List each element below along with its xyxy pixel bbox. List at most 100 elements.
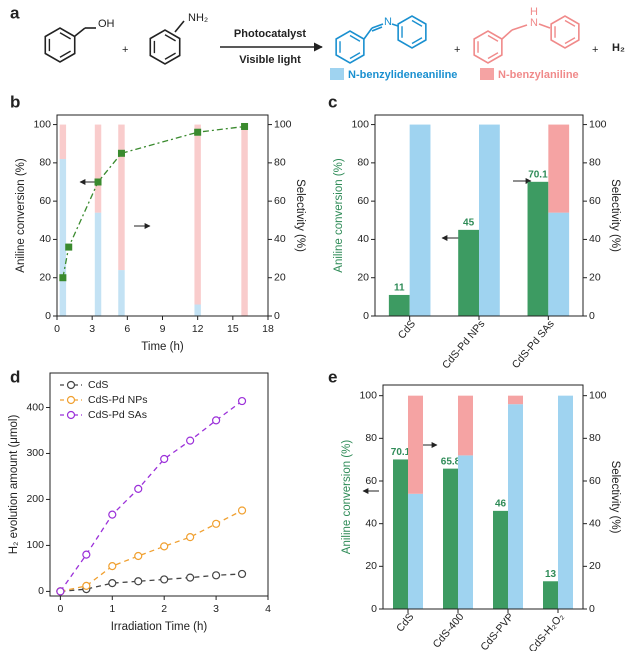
- y-tick-label: 40: [39, 233, 51, 245]
- data-point: [160, 454, 169, 464]
- data-point: [160, 542, 169, 551]
- legend-label: N-benzylideneaniline: [348, 69, 457, 81]
- y-axis-label: Aniline conversion (%): [341, 440, 353, 555]
- y-tick-label: 80: [365, 432, 377, 444]
- x-tick-label: 9: [160, 323, 166, 335]
- y-tick-label: 0: [45, 310, 51, 322]
- plus: +: [592, 44, 598, 56]
- data-point: [211, 519, 221, 528]
- legend-swatch: [330, 68, 344, 80]
- plot-frame: [49, 372, 269, 597]
- data-point: [241, 122, 249, 130]
- bar: [194, 124, 201, 305]
- data-point: [237, 396, 247, 406]
- data-label: 11: [394, 283, 405, 294]
- panel-label: e: [328, 367, 337, 386]
- data-point: [108, 510, 117, 519]
- x-axis-label: Time (h): [141, 341, 184, 353]
- double-bond: [59, 50, 71, 58]
- bar: [59, 124, 67, 160]
- plot-frame: [382, 384, 584, 610]
- data-point: [211, 416, 221, 425]
- data-line: [59, 400, 243, 592]
- panel-label: d: [10, 367, 20, 386]
- data-point: [186, 573, 195, 582]
- x-tick-label: CdS-Pd SAs: [510, 318, 557, 371]
- y-tick-label: 60: [365, 475, 377, 487]
- bond: [511, 24, 528, 31]
- y2-tick-label: 60: [274, 195, 286, 207]
- legend-marker: [66, 410, 76, 420]
- y2-tick-label: 40: [274, 233, 286, 245]
- bar: [241, 124, 248, 316]
- data-point: [82, 581, 91, 590]
- reactant-group: OH: [98, 18, 115, 30]
- data-point: [186, 533, 195, 542]
- data-point: [134, 551, 143, 561]
- bond: [538, 23, 551, 29]
- y2-axis-label: Selectivity (%): [294, 179, 306, 252]
- data-label: 13: [545, 569, 557, 580]
- y-tick-label: 0: [363, 310, 369, 322]
- bar: [479, 124, 500, 316]
- bar: [388, 294, 410, 316]
- y-tick-label: 80: [39, 157, 51, 169]
- bar: [118, 270, 125, 316]
- bar: [118, 124, 125, 271]
- bar: [393, 459, 408, 609]
- x-tick-label: 18: [262, 323, 274, 335]
- data-label: 46: [495, 499, 507, 510]
- y-tick-label: 100: [359, 389, 377, 401]
- y-tick-label: 60: [39, 195, 51, 207]
- bar: [59, 159, 67, 316]
- plus: +: [454, 44, 460, 56]
- bar: [458, 455, 473, 609]
- x-tick-label: 1: [109, 603, 115, 615]
- bar: [408, 395, 423, 494]
- bar: [443, 468, 458, 609]
- y-tick-label: 200: [26, 493, 44, 505]
- double-bond: [487, 52, 499, 60]
- data-point: [65, 243, 73, 251]
- data-point: [237, 569, 247, 579]
- data-line: [60, 509, 243, 593]
- double-bond: [487, 34, 499, 42]
- bar: [548, 212, 570, 316]
- data-label: 65.8: [441, 456, 461, 467]
- benzene-ring: [550, 15, 580, 49]
- bar: [543, 581, 558, 609]
- y2-tick-label: 40: [589, 517, 601, 529]
- bar: [408, 493, 423, 609]
- bar: [558, 395, 573, 609]
- x-tick-label: 15: [227, 323, 239, 335]
- bar: [548, 124, 570, 213]
- data-label: 45: [463, 217, 475, 228]
- data-point: [108, 562, 117, 571]
- x-tick-label: 12: [192, 323, 204, 335]
- y-tick-label: 40: [357, 233, 369, 245]
- legend-marker: [66, 395, 76, 405]
- data-point: [186, 436, 195, 445]
- y-tick-label: 100: [351, 118, 369, 130]
- y-tick-label: 100: [33, 118, 51, 130]
- bond: [371, 26, 383, 32]
- bond: [363, 27, 373, 40]
- y-tick-label: 60: [357, 195, 369, 207]
- y-tick-label: 0: [371, 603, 377, 615]
- data-point: [134, 577, 143, 586]
- product-atom: N: [530, 17, 538, 29]
- y2-tick-label: 80: [274, 157, 286, 169]
- y2-tick-label: 80: [589, 157, 601, 169]
- legend-label: CdS-Pd SAs: [88, 409, 147, 421]
- benzene-ring: [44, 27, 76, 63]
- legend-label: CdS: [88, 379, 108, 391]
- benzene-ring: [473, 30, 503, 64]
- y-tick-label: 20: [357, 271, 369, 283]
- y2-tick-label: 0: [589, 603, 595, 615]
- y-tick-label: 20: [39, 271, 51, 283]
- y2-axis-label: Selectivity (%): [609, 179, 621, 252]
- arrow-label: Photocatalyst: [234, 28, 306, 40]
- double-bond: [164, 52, 176, 60]
- x-tick-label: CdS: [396, 318, 418, 341]
